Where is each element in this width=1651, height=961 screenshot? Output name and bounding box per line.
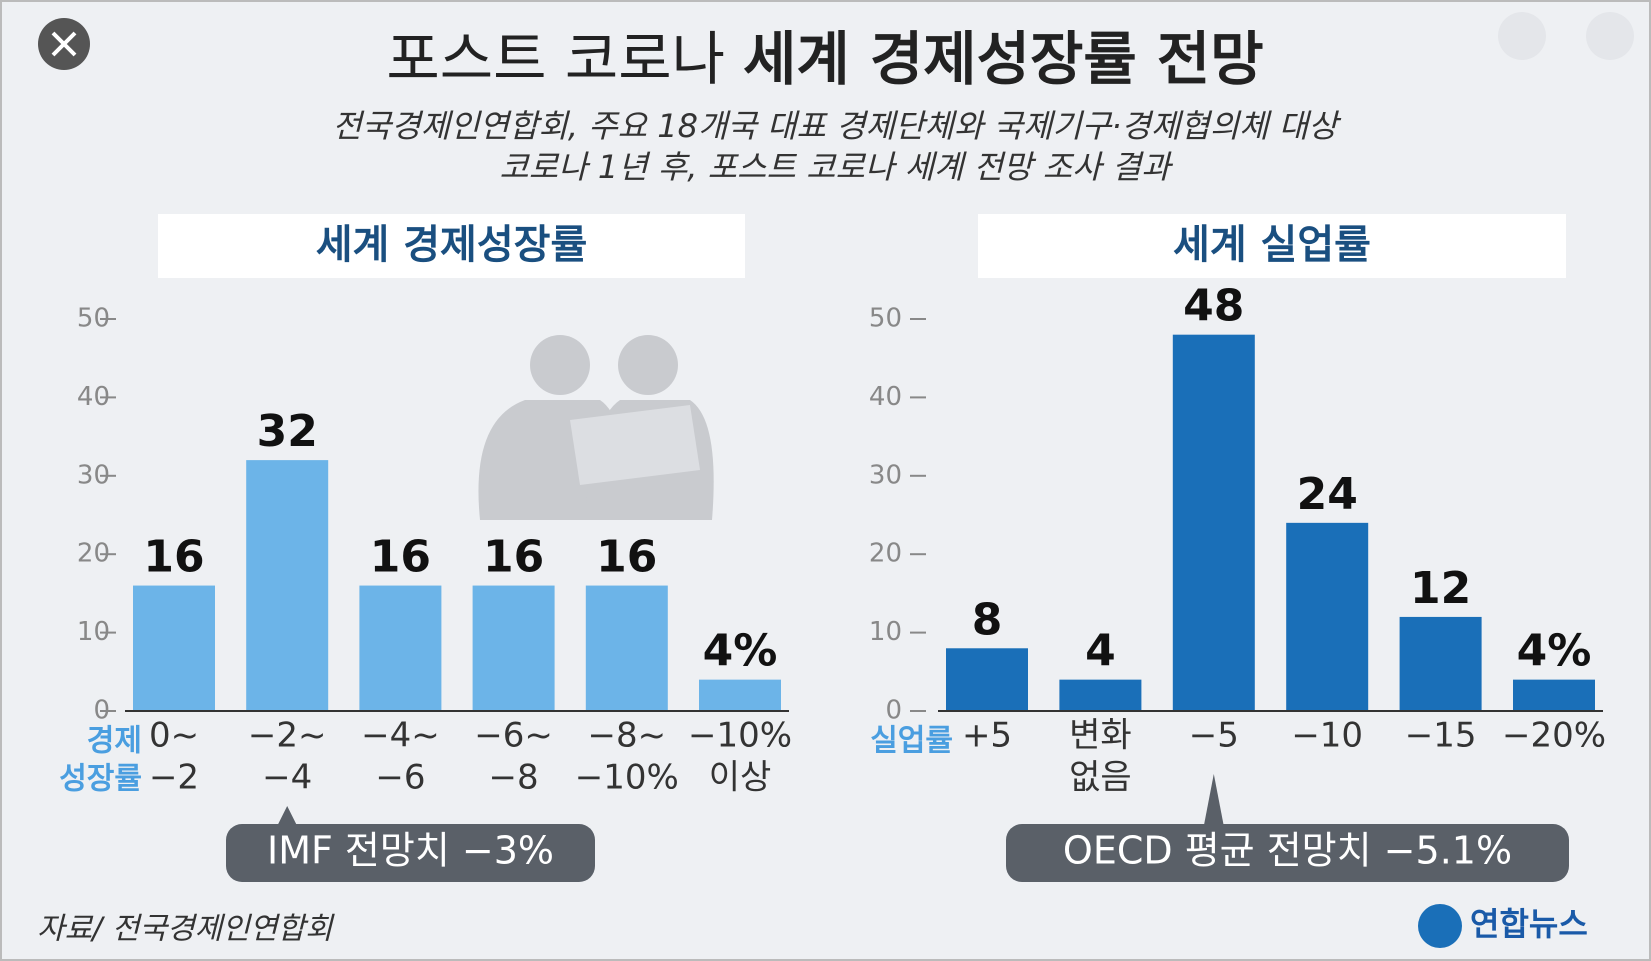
title-light: 포스트 코로나 <box>386 25 725 93</box>
annotation-pointer <box>1203 774 1224 826</box>
value-label: 16 <box>143 532 204 583</box>
annotation: OECD 평균 전망치 −5.1% <box>1063 829 1512 873</box>
value-label: 32 <box>257 406 318 457</box>
next-button[interactable] <box>1586 12 1634 60</box>
y-tick-label: 10 <box>869 617 902 647</box>
value-label: 24 <box>1297 469 1358 520</box>
bar <box>359 585 442 711</box>
x-tick-label: 0~ <box>149 716 199 756</box>
value-label: 16 <box>596 532 657 583</box>
bar <box>472 585 555 711</box>
x-tick-label: 변화 <box>1069 716 1132 756</box>
value-label: 48 <box>1183 281 1244 332</box>
x-tick-label: 없음 <box>1069 758 1132 798</box>
y-tick-label: 30 <box>869 460 902 490</box>
silhouette <box>478 335 714 520</box>
x-tick-label: −5 <box>1189 716 1239 756</box>
x-tick-label: −2 <box>149 758 199 798</box>
chart-title-box <box>978 214 1566 278</box>
bar <box>1399 616 1482 711</box>
bar <box>246 460 329 711</box>
value-label: 4% <box>1517 626 1592 677</box>
x-tick-label: −2~ <box>248 716 327 756</box>
annotation-box <box>226 824 595 882</box>
value-label: 16 <box>370 532 431 583</box>
y-tick-label: 0 <box>885 696 902 726</box>
annotation: IMF 전망치 −3% <box>267 829 554 873</box>
title: 포스트 코로나 세계 경제성장률 전망 <box>386 25 1263 93</box>
value-label: 8 <box>972 594 1003 645</box>
x-tick-label: −10 <box>1291 716 1363 756</box>
chart-title-box <box>158 214 745 278</box>
bar <box>133 585 215 711</box>
x-tick-label: −4~ <box>361 716 440 756</box>
x-tick-label: 이상 <box>709 758 772 798</box>
chart-title: 세계 경제성장률 <box>316 222 588 268</box>
value-label: 4 <box>1085 626 1116 677</box>
y-tick-label: 40 <box>869 382 902 412</box>
bar <box>1172 334 1255 711</box>
x-tick-label: −15 <box>1405 716 1477 756</box>
bar <box>1286 522 1369 711</box>
source: 자료/ 전국경제인연합회 <box>37 912 335 947</box>
x-tick-label: −10% <box>688 716 792 756</box>
subtitle: 코로나 1년 후, 포스트 코로나 세계 전망 조사 결과 <box>499 148 1173 186</box>
annotation-pointer <box>277 806 298 826</box>
subtitle: 전국경제인연합회, 주요 18개국 대표 경제단체와 국제기구·경제협의체 대상 <box>332 107 1342 145</box>
value-label: 16 <box>483 532 544 583</box>
title-bold: 세계 경제성장률 전망 <box>743 25 1264 93</box>
prev-button[interactable] <box>1498 12 1546 60</box>
chart-title: 세계 실업률 <box>1173 222 1371 268</box>
x-tick-label: −8~ <box>587 716 666 756</box>
logo: 연합뉴스 <box>1418 904 1588 948</box>
x-tick-label: +5 <box>962 716 1012 756</box>
close-button[interactable] <box>38 18 90 70</box>
bar <box>946 648 1028 711</box>
value-label: 4% <box>703 626 778 677</box>
bar <box>585 585 668 711</box>
x-axis-label: 실업률 <box>870 724 953 759</box>
x-tick-label: −4 <box>262 758 312 798</box>
x-axis-label: 성장률 <box>59 762 142 797</box>
x-axis-label: 경제 <box>87 724 142 759</box>
bar <box>699 679 781 711</box>
y-tick-label: 20 <box>869 539 902 569</box>
annotation-box <box>1006 824 1569 882</box>
value-label: 12 <box>1410 563 1471 614</box>
x-tick-label: −8 <box>489 758 539 798</box>
bar <box>1059 679 1142 711</box>
x-tick-label: −10% <box>575 758 679 798</box>
x-tick-label: −20% <box>1502 716 1606 756</box>
y-tick-label: 50 <box>869 304 902 334</box>
bar <box>1513 679 1595 711</box>
x-tick-label: −6~ <box>474 716 553 756</box>
x-tick-label: −6 <box>375 758 425 798</box>
logo-text: 연합뉴스 <box>1470 905 1588 943</box>
